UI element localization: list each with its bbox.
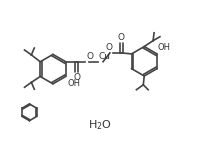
Text: O: O [86,52,93,61]
Text: O: O [117,33,124,42]
Text: H$_2$O: H$_2$O [88,118,112,132]
Text: O: O [74,72,81,82]
Text: O: O [105,43,112,52]
Text: OH: OH [68,79,81,88]
Text: OH: OH [158,43,171,52]
Text: Cu: Cu [99,52,111,61]
